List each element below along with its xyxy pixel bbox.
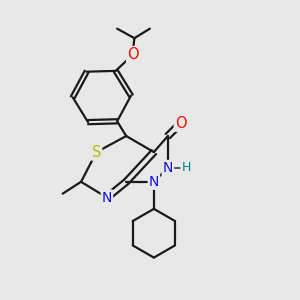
Text: N: N [163,161,173,175]
Text: O: O [175,116,186,131]
Text: N: N [149,175,159,189]
Text: O: O [127,47,139,62]
Text: N: N [102,190,112,205]
Text: H: H [182,161,191,174]
Text: S: S [92,145,101,160]
